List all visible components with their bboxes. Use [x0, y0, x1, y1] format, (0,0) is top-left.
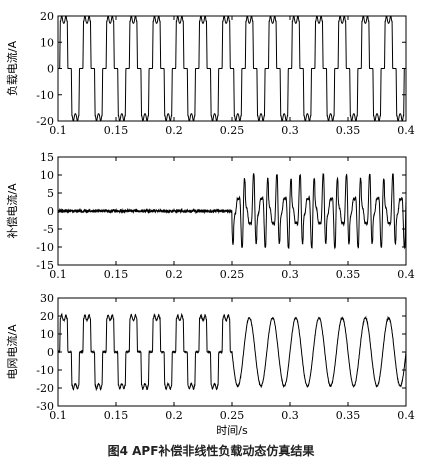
y-tick-label: 0	[47, 205, 54, 218]
y-tick-label: -20	[36, 382, 54, 395]
x-tick-label: 0.35	[336, 124, 361, 137]
y-axis-label: 补偿电流/A	[5, 183, 19, 239]
figure-caption: 图4 APF补偿非线性负载动态仿真结果	[0, 442, 422, 459]
y-tick-label: 10	[40, 169, 54, 182]
x-axis-label: 时间/s	[216, 424, 248, 437]
y-tick-label: -30	[36, 400, 54, 413]
x-tick-label: 0.3	[281, 409, 299, 422]
x-tick-label: 0.4	[397, 409, 415, 422]
x-tick-label: 0.25	[220, 124, 245, 137]
x-tick-label: 0.15	[104, 409, 129, 422]
x-tick-label: 0.15	[104, 268, 129, 281]
series-line-2	[58, 174, 406, 248]
y-tick-label: 20	[40, 310, 54, 323]
x-tick-label: 0.2	[165, 268, 183, 281]
y-axis-label: 电网电流/A	[5, 324, 19, 380]
x-tick-label: 0.25	[220, 409, 245, 422]
x-tick-label: 0.4	[397, 268, 415, 281]
y-tick-label: -10	[36, 364, 54, 377]
y-tick-label: 10	[40, 328, 54, 341]
y-tick-label: -10	[36, 89, 54, 102]
y-axis-label: 负载电流/A	[5, 40, 19, 96]
x-tick-label: 0.2	[165, 409, 183, 422]
x-tick-label: 0.25	[220, 268, 245, 281]
x-tick-label: 0.35	[336, 268, 361, 281]
y-tick-label: -20	[36, 115, 54, 128]
y-tick-label: 0	[47, 346, 54, 359]
x-tick-label: 0.3	[281, 268, 299, 281]
y-tick-label: -10	[36, 241, 54, 254]
y-tick-label: 15	[40, 151, 54, 164]
y-tick-label: 30	[40, 292, 54, 305]
y-tick-label: -15	[36, 259, 54, 272]
x-tick-label: 0.35	[336, 409, 361, 422]
series-line-3	[58, 314, 406, 390]
x-tick-label: 0.4	[397, 124, 415, 137]
y-tick-label: 20	[40, 10, 54, 23]
series-line-1	[58, 16, 406, 121]
y-tick-label: 0	[47, 63, 54, 76]
y-tick-label: -5	[43, 223, 54, 236]
y-tick-label: 5	[47, 187, 54, 200]
y-tick-label: 10	[40, 36, 54, 49]
x-tick-label: 0.3	[281, 124, 299, 137]
x-tick-label: 0.2	[165, 124, 183, 137]
x-tick-label: 0.15	[104, 124, 129, 137]
